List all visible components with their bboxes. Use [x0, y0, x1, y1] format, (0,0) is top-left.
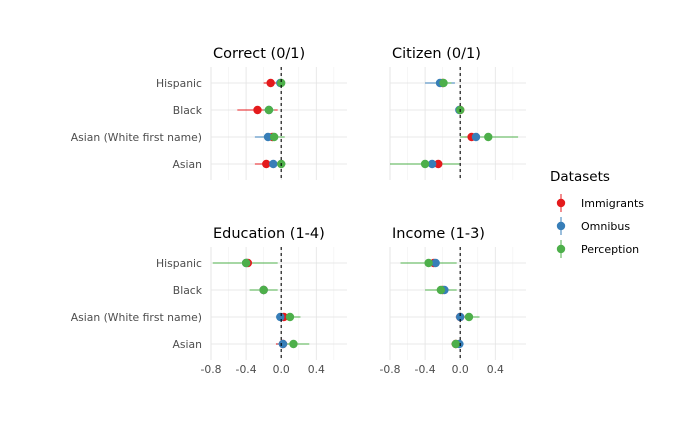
- legend-title: Datasets: [550, 169, 610, 185]
- legend-key-point: [556, 198, 566, 208]
- x-tick-label: 0.4: [487, 363, 504, 376]
- point-omnibus: [278, 339, 288, 349]
- point-immigrants: [434, 159, 443, 169]
- point-omnibus: [431, 258, 440, 268]
- x-tick-label: -0.8: [379, 363, 400, 376]
- point-perception: [464, 312, 474, 322]
- point-perception: [451, 339, 461, 349]
- panel-education-1-4: Education (1-4) Hispanic Black Asian (White…: [71, 226, 347, 376]
- point-omnibus: [427, 159, 437, 169]
- category-label: Black: [173, 104, 203, 117]
- point-perception: [264, 105, 274, 115]
- legend-label: Perception: [581, 243, 639, 256]
- category-label: Hispanic: [156, 257, 202, 270]
- panel-citizen-0-1: Citizen (0/1): [389, 46, 526, 180]
- point-perception: [436, 285, 446, 295]
- legend-label: Omnibus: [581, 220, 630, 233]
- panel-title: Education (1-4): [213, 226, 325, 242]
- point-perception: [285, 312, 295, 322]
- panel-correct-0-1: Correct (0/1) Hispanic Black Asian (White f…: [71, 46, 347, 180]
- point-omnibus: [471, 132, 481, 142]
- category-label: Asian: [173, 158, 202, 171]
- legend-entry-immigrants: Immigrants: [556, 194, 644, 212]
- category-label: Black: [173, 284, 203, 297]
- point-perception: [439, 78, 448, 88]
- legend: Datasets Immigrants Omnibus Perception: [550, 169, 644, 258]
- legend-key-point: [556, 244, 566, 254]
- x-tick-label: -0.4: [415, 363, 436, 376]
- category-label: Asian (White first name): [71, 311, 202, 324]
- point-immigrants: [266, 78, 275, 88]
- point-perception: [424, 258, 433, 268]
- panel-title: Correct (0/1): [213, 46, 305, 62]
- point-perception: [241, 258, 251, 268]
- x-tick-label: -0.8: [200, 363, 221, 376]
- point-omnibus: [263, 132, 273, 142]
- category-label: Asian (White first name): [71, 131, 202, 144]
- legend-entry-perception: Perception: [556, 240, 639, 258]
- panel-title: Income (1-3): [392, 226, 485, 242]
- panel-title: Citizen (0/1): [392, 46, 481, 62]
- point-perception: [289, 339, 298, 349]
- point-perception: [420, 159, 430, 169]
- point-perception: [484, 132, 493, 142]
- legend-key-point: [556, 221, 566, 231]
- category-label: Hispanic: [156, 77, 202, 90]
- legend-entry-omnibus: Omnibus: [556, 217, 630, 235]
- panel-income-1-3: Income (1-3) -0.8 -0.4 0.0 0.4: [379, 226, 526, 376]
- x-tick-label: -0.4: [236, 363, 257, 376]
- x-tick-label: 0.4: [308, 363, 325, 376]
- point-perception: [269, 132, 279, 142]
- x-tick-label: 0.0: [452, 363, 469, 376]
- facet-panels: Correct (0/1) Hispanic Black Asian (White f…: [71, 46, 526, 376]
- x-tick-label: 0.0: [273, 363, 290, 376]
- point-immigrants: [262, 159, 271, 169]
- category-label: Asian: [173, 338, 202, 351]
- point-omnibus: [276, 312, 285, 322]
- point-omnibus: [455, 312, 465, 322]
- point-omnibus: [269, 159, 278, 169]
- point-immigrants: [253, 105, 262, 115]
- legend-label: Immigrants: [581, 197, 644, 210]
- point-perception: [259, 285, 268, 295]
- point-perception: [276, 78, 286, 88]
